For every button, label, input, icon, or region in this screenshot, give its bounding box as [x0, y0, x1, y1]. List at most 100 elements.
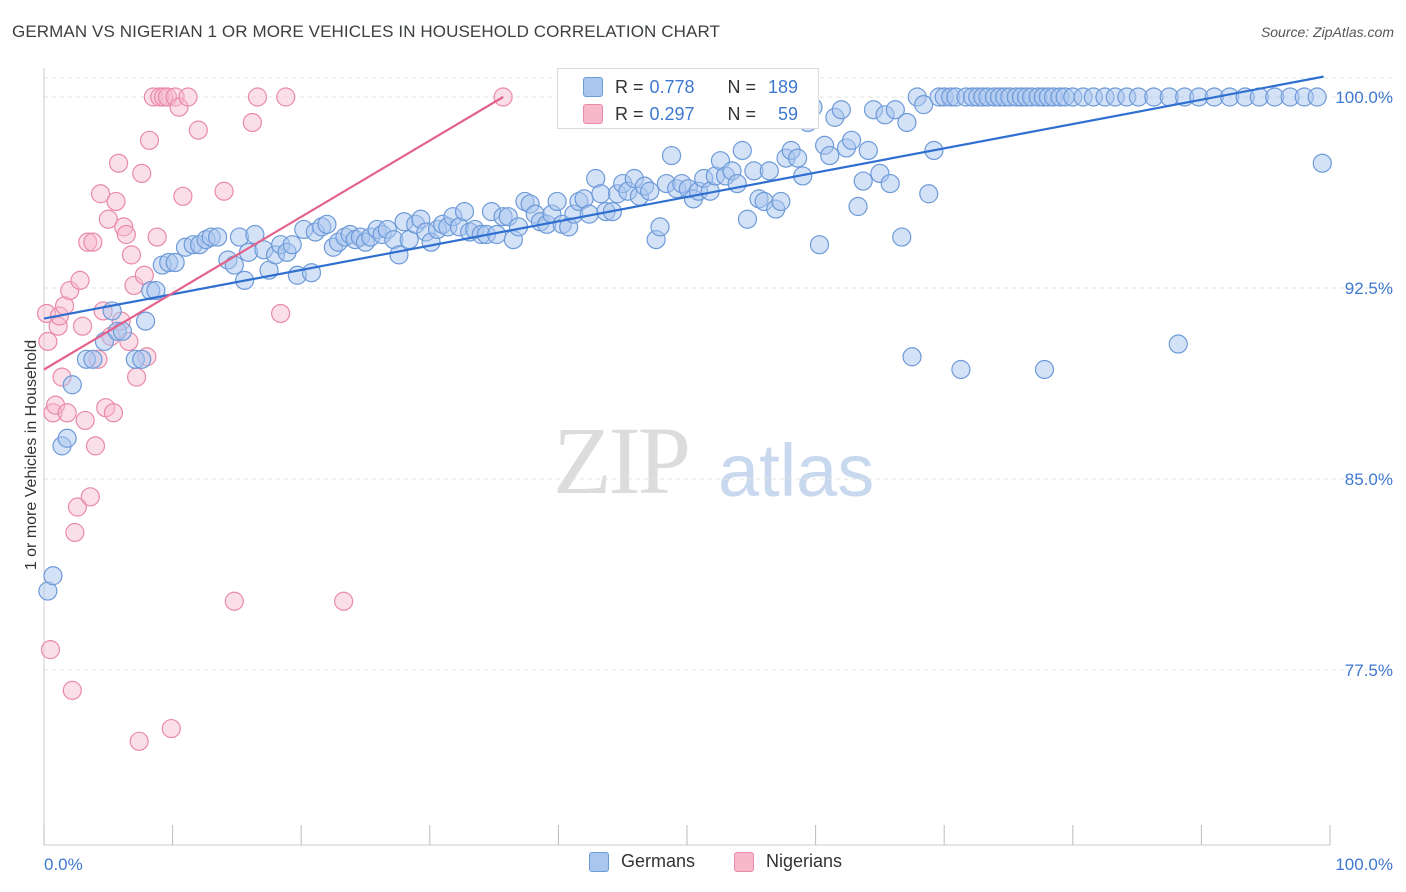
- nigerian-point: [129, 731, 149, 751]
- german-point: [842, 130, 862, 150]
- german-point: [919, 184, 939, 204]
- german-point: [727, 173, 747, 194]
- nigerian-point: [121, 245, 142, 265]
- nigerian-point: [178, 87, 198, 107]
- nigerian-points: [36, 87, 513, 751]
- y-tick-label: 100.0%: [1335, 88, 1393, 107]
- german-point: [820, 145, 840, 166]
- german-point: [389, 245, 409, 265]
- watermark-atlas: atlas: [718, 429, 875, 512]
- nigerian-point: [83, 232, 103, 252]
- nigerian-point: [65, 522, 85, 543]
- nigerian-point: [242, 112, 262, 133]
- nigerian-point: [85, 436, 106, 456]
- legend-label-nigerians: Nigerians: [766, 851, 843, 871]
- german-point: [848, 196, 868, 217]
- german-point: [650, 217, 670, 237]
- n-label: N =: [727, 103, 757, 124]
- german-point: [897, 112, 917, 133]
- legend-item-germans[interactable]: Germans: [589, 851, 695, 872]
- nigerians-swatch: [734, 851, 754, 872]
- y-tick-label: 92.5%: [1345, 279, 1393, 298]
- axes: [43, 68, 1331, 846]
- y-tick-label: 85.0%: [1345, 470, 1393, 489]
- nigerian-point: [98, 209, 118, 229]
- nigerian-point: [38, 331, 58, 352]
- legend-row-nigerians: R = 0.297 N = 59: [583, 102, 798, 126]
- x-tick-label: 0.0%: [44, 855, 83, 874]
- nigerian-point: [43, 403, 63, 423]
- nigerian-point: [78, 232, 98, 252]
- german-point: [135, 311, 156, 331]
- german-point: [132, 349, 152, 369]
- german-point: [224, 255, 244, 275]
- german-trend-line: [43, 75, 1324, 320]
- nigerian-point: [62, 680, 82, 700]
- nigerian-point: [75, 410, 95, 431]
- nigerian-point: [126, 367, 147, 387]
- legend-item-nigerians[interactable]: Nigerians: [734, 851, 842, 872]
- german-point: [853, 171, 873, 191]
- series-legend: Germans Nigerians: [0, 851, 1406, 877]
- x-tick-label: 100.0%: [1335, 855, 1393, 874]
- nigerian-point: [173, 186, 193, 206]
- german-point: [112, 321, 133, 341]
- nigerian-point: [139, 130, 160, 150]
- german-point: [165, 252, 185, 273]
- german-point: [737, 209, 758, 229]
- german-point: [1034, 359, 1055, 380]
- german-point: [547, 191, 567, 212]
- nigerian-point: [40, 640, 61, 660]
- german-point: [83, 349, 103, 369]
- r-label: R =: [615, 103, 644, 124]
- german-point: [831, 100, 851, 120]
- german-point: [591, 184, 611, 204]
- nigerian-point: [214, 181, 234, 201]
- y-tick-label: 77.5%: [1345, 661, 1393, 680]
- german-point: [759, 161, 779, 181]
- chart-title: GERMAN VS NIGERIAN 1 OR MORE VEHICLES IN…: [12, 22, 721, 41]
- german-point: [902, 347, 922, 367]
- nigerian-point: [45, 395, 66, 415]
- german-point: [858, 140, 878, 161]
- german-point: [771, 191, 791, 212]
- nigerian-point: [224, 591, 244, 611]
- nigerian-point: [247, 87, 268, 107]
- nigerian-point: [132, 163, 152, 183]
- r-value-nigerians: 0.297: [649, 103, 695, 124]
- german-point: [146, 280, 166, 301]
- german-point: [640, 181, 660, 201]
- nigerian-point: [276, 87, 296, 107]
- german-point: [208, 227, 228, 247]
- nigerian-point: [116, 224, 136, 245]
- legend-row-germans: R = 0.778 N = 189: [583, 75, 798, 99]
- german-point: [1307, 87, 1327, 107]
- german-point: [732, 140, 752, 161]
- german-point: [1168, 334, 1188, 354]
- nigerian-point: [70, 270, 90, 290]
- trend-lines: [43, 75, 1324, 371]
- germans-swatch: [589, 851, 609, 872]
- german-point: [951, 359, 971, 380]
- n-value-germans: 189: [768, 76, 799, 97]
- nigerian-point: [90, 184, 111, 204]
- german-point: [885, 100, 905, 120]
- legend-label-germans: Germans: [621, 851, 696, 871]
- nigerian-point: [271, 303, 291, 324]
- nigerian-point: [57, 403, 77, 423]
- nigerian-point: [147, 227, 167, 247]
- german-point: [282, 235, 302, 255]
- german-point: [317, 214, 337, 234]
- nigerian-point: [67, 497, 88, 517]
- nigerians-swatch: [583, 104, 603, 124]
- nigerian-point: [48, 316, 68, 336]
- nigerian-point: [108, 153, 129, 173]
- r-label: R =: [615, 76, 644, 97]
- correlation-legend: R = 0.778 N = 189 R = 0.297 N = 59: [557, 68, 819, 129]
- nigerian-point: [334, 591, 354, 611]
- german-point: [809, 235, 830, 255]
- tick-labels: 77.5% 85.0% 92.5% 100.0% 0.0% 100.0%: [44, 88, 1393, 874]
- germans-swatch: [583, 77, 603, 97]
- n-value-nigerians: 59: [778, 103, 799, 124]
